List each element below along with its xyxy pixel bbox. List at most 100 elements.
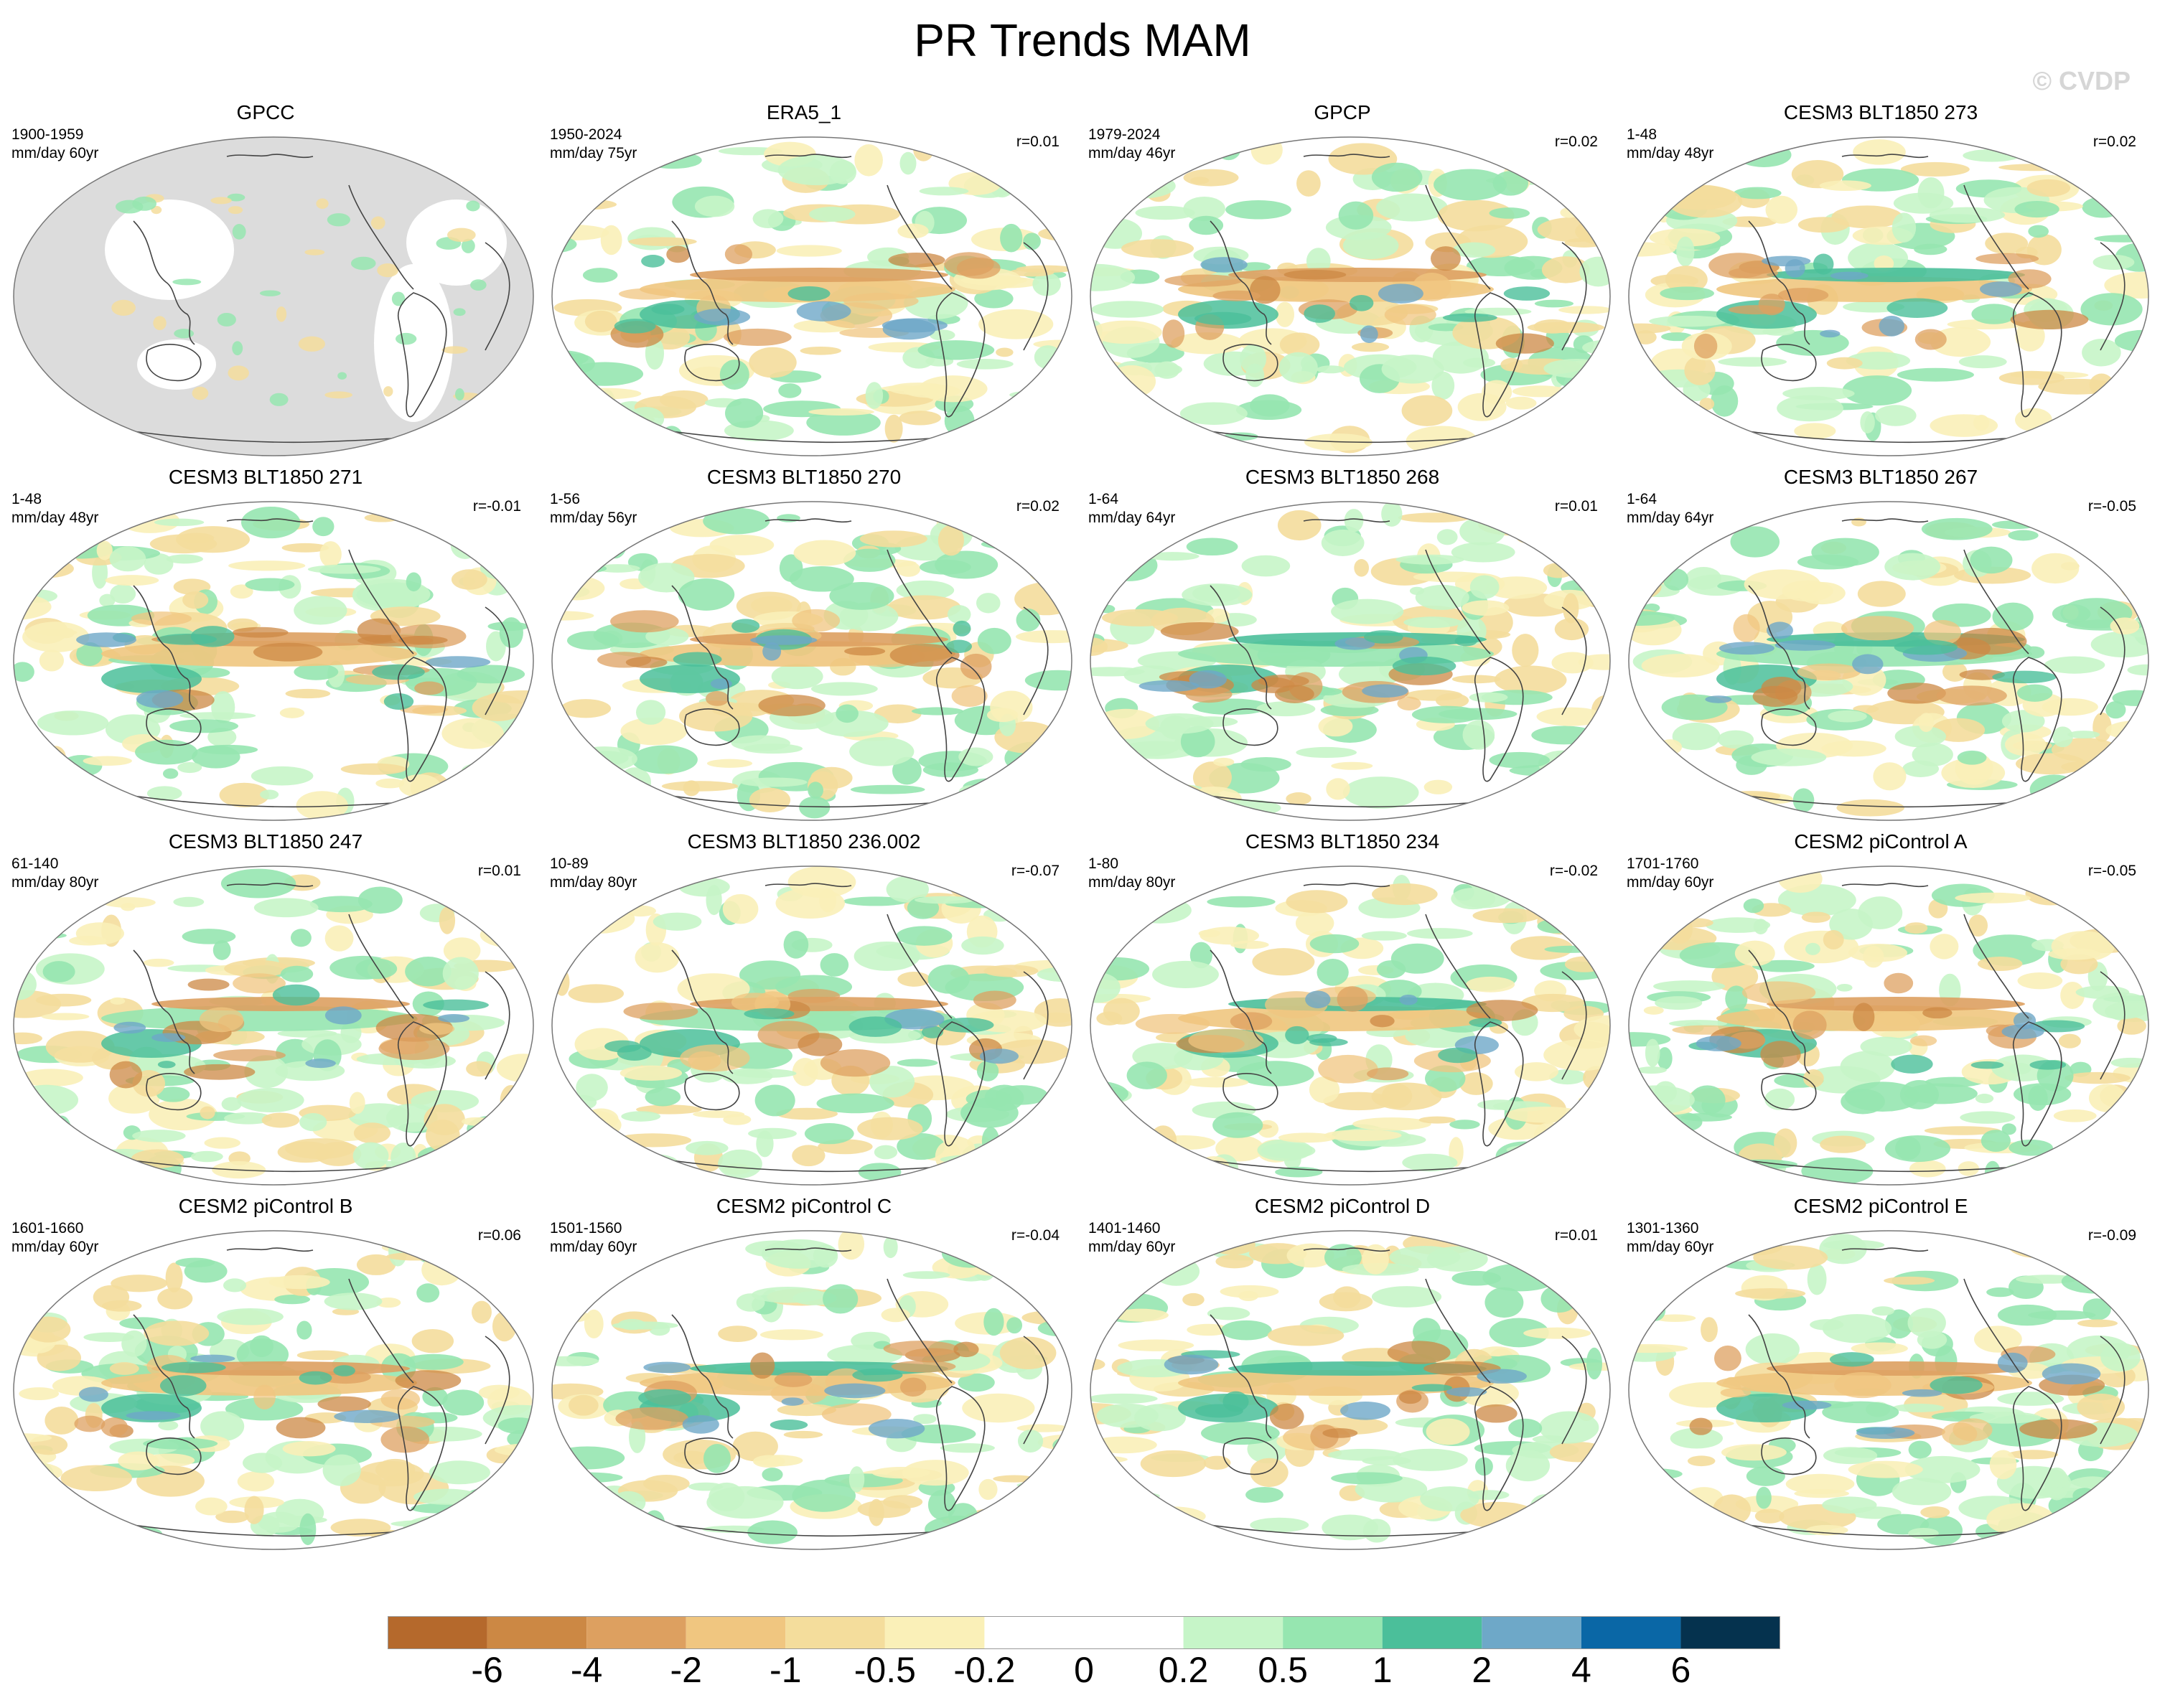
- trend-field-patch: [666, 245, 690, 263]
- trend-field-patch: [978, 423, 1047, 454]
- trend-field-patch: [1327, 1448, 1402, 1461]
- trend-field-patch: [686, 1140, 729, 1155]
- trend-field-patch: [1090, 767, 1115, 799]
- trend-field-patch: [619, 288, 677, 300]
- trend-field-patch: [1629, 934, 1660, 945]
- colorbar-tick-label: 6: [1670, 1650, 1691, 1690]
- trend-field-patch: [749, 787, 791, 812]
- trend-field-patch: [296, 791, 348, 820]
- trend-field-patch: [1378, 283, 1423, 304]
- trend-field-patch: [1650, 141, 1713, 167]
- trend-field-patch: [1230, 1012, 1273, 1031]
- trend-field-patch: [175, 1257, 215, 1268]
- trend-field-patch: [1220, 1320, 1272, 1341]
- coastline: [671, 949, 734, 1074]
- trend-field-patch: [1109, 173, 1176, 199]
- trend-field-patch: [1887, 682, 1946, 704]
- trend-field-patch: [1531, 726, 1597, 745]
- trend-field-patch: [221, 1097, 242, 1112]
- trend-field-patch: [2080, 1511, 2140, 1531]
- trend-field-patch: [435, 1250, 483, 1270]
- trend-field-patch: [1924, 1126, 2001, 1135]
- trend-field-patch: [2077, 1319, 2118, 1328]
- trend-field-patch: [1027, 549, 1044, 581]
- trend-field-patch: [747, 1520, 798, 1544]
- trend-field-patch: [1546, 1249, 1567, 1259]
- trend-field-patch: [340, 763, 406, 775]
- trend-field-patch: [1049, 580, 1072, 591]
- trend-field-patch: [1495, 333, 1554, 354]
- trend-field-patch: [1475, 1404, 1518, 1423]
- trend-field-patch: [162, 768, 179, 779]
- trend-field-patch: [978, 309, 1054, 339]
- trend-field-patch: [2061, 1269, 2131, 1294]
- trend-field-patch: [917, 340, 995, 360]
- trend-field-patch: [750, 635, 818, 645]
- trend-field-patch: [173, 896, 205, 907]
- trend-field-patch: [1767, 1361, 2025, 1376]
- trend-field-patch: [224, 1112, 273, 1125]
- trend-field-patch: [762, 642, 782, 661]
- trend-field-patch: [184, 1064, 256, 1080]
- trend-field-patch: [1941, 1422, 1978, 1445]
- trend-field-patch: [299, 1371, 332, 1385]
- trend-field-patch: [638, 563, 695, 593]
- trend-field-patch: [1914, 329, 1947, 350]
- trend-field-patch: [76, 632, 136, 647]
- coastline: [1474, 657, 1524, 782]
- panel-correlation: r=-0.05: [2087, 498, 2136, 515]
- trend-field-patch: [748, 1127, 797, 1140]
- map-border: [1090, 501, 1611, 821]
- trend-field-patch: [156, 1087, 190, 1102]
- trend-field-patch: [219, 782, 270, 807]
- trend-field-patch: [1703, 883, 1724, 895]
- trend-field-patch: [154, 518, 205, 527]
- trend-field-patch: [213, 1048, 286, 1061]
- trend-field-patch: [778, 383, 802, 398]
- trend-field-patch: [552, 390, 591, 414]
- trend-field-patch: [2125, 189, 2143, 202]
- trend-field-patch: [1420, 1486, 1479, 1512]
- trend-field-patch: [429, 1460, 491, 1485]
- trend-field-patch: [962, 1393, 1035, 1423]
- trend-field-patch: [940, 1442, 995, 1453]
- trend-field-patch: [1908, 1440, 1932, 1459]
- trend-field-patch: [319, 1370, 371, 1384]
- trend-field-patch: [793, 540, 856, 566]
- trend-field-patch: [1411, 1384, 1452, 1392]
- trend-field-patch: [2114, 417, 2148, 433]
- trend-field-patch: [1891, 1054, 1933, 1074]
- trend-field-patch: [1852, 654, 1884, 675]
- trend-field-patch: [622, 881, 691, 891]
- panel-units: mm/day 60yr: [11, 145, 99, 161]
- trend-field-patch: [14, 750, 45, 773]
- trend-field-patch: [1514, 1062, 1558, 1081]
- trend-field-patch: [506, 1297, 533, 1327]
- trend-field-patch: [1857, 581, 1906, 607]
- coastline: [1222, 1073, 1278, 1111]
- trend-field-patch: [403, 1353, 464, 1370]
- panel-title: CESM2 piControl E: [1793, 1195, 1968, 1217]
- trend-field-patch: [1318, 1054, 1378, 1084]
- trend-field-patch: [1826, 357, 1863, 370]
- trend-field-patch: [2083, 1240, 2141, 1261]
- trend-field-patch: [1489, 207, 1530, 219]
- coastline: [398, 1386, 447, 1511]
- coastline: [684, 344, 740, 382]
- coastline: [1748, 220, 1810, 345]
- trend-field-patch: [777, 514, 800, 522]
- trend-field-patch: [204, 1137, 240, 1149]
- trend-field-patch: [1823, 929, 1844, 949]
- panel-correlation: r=0.06: [477, 1227, 521, 1244]
- trend-field-patch: [1305, 990, 1331, 1008]
- trend-field-patch: [552, 416, 584, 445]
- trend-field-patch: [1252, 948, 1315, 976]
- trend-field-patch: [922, 762, 978, 778]
- trend-field-patch: [1464, 307, 1532, 316]
- trend-field-patch: [1977, 956, 2023, 971]
- coastline: [1023, 606, 1049, 715]
- trend-field-patch: [776, 1107, 838, 1120]
- trend-field-patch: [1256, 701, 1316, 717]
- trend-field-patch: [269, 393, 289, 406]
- trend-field-patch: [477, 536, 530, 545]
